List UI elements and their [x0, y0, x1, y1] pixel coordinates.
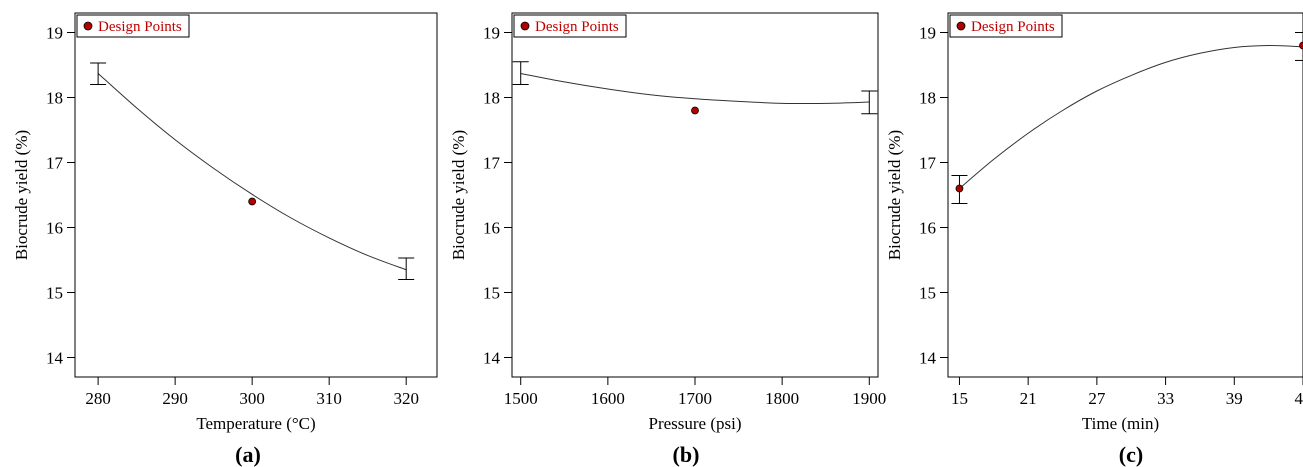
panel-label: (b) [673, 442, 700, 467]
x-tick-label: 310 [316, 389, 342, 408]
y-tick-label: 15 [483, 284, 500, 303]
legend-box [513, 14, 627, 38]
y-tick-label: 19 [919, 24, 936, 43]
y-tick-label: 14 [483, 349, 501, 368]
legend-box [76, 14, 190, 38]
design-point [955, 184, 964, 193]
x-tick-label: 300 [239, 389, 265, 408]
y-tick-label: 16 [483, 219, 500, 238]
x-tick-label: 45 [1295, 389, 1303, 408]
chart-panel-2: 14 15 16 17 18 19 1500 1600 1700 1800 1900 Pressure… [449, 12, 886, 467]
y-tick-label: 15 [46, 284, 63, 303]
panel-label: (c) [1119, 442, 1143, 467]
x-tick-label: 290 [162, 389, 188, 408]
chart-panel-3: 14 15 16 17 18 19 15 21 27 33 39 45 Time (min) Biocru… [885, 12, 1303, 467]
x-axis-label: Temperature (°C) [196, 414, 315, 433]
x-axis-label: Pressure (psi) [648, 414, 741, 433]
y-tick-label: 17 [46, 154, 64, 173]
x-tick-label: 21 [1020, 389, 1037, 408]
legend-marker [520, 21, 530, 31]
y-tick-label: 14 [46, 349, 64, 368]
panel-label: (a) [235, 442, 261, 467]
legend-box [949, 14, 1063, 38]
design-point [248, 197, 257, 206]
y-axis-label: Biocrude yield (%) [885, 130, 904, 260]
y-tick-label: 19 [46, 24, 63, 43]
y-tick-label: 17 [919, 154, 937, 173]
legend-marker [956, 21, 966, 31]
y-tick-label: 18 [46, 89, 63, 108]
y-axis-label: Biocrude yield (%) [12, 130, 31, 260]
plot-frame [511, 12, 879, 378]
plot-frame [74, 12, 438, 378]
chart-panel-1: 14 15 16 17 18 19 280 290 300 310 320 Temperature (… [12, 12, 438, 467]
y-tick-label: 16 [46, 219, 63, 238]
y-tick-label: 16 [919, 219, 936, 238]
design-point [1299, 41, 1303, 50]
x-tick-label: 15 [951, 389, 968, 408]
x-tick-label: 27 [1088, 389, 1106, 408]
x-tick-label: 1800 [765, 389, 799, 408]
legend-label: Design Points [971, 19, 1055, 35]
x-tick-label: 1900 [852, 389, 886, 408]
x-tick-label: 320 [393, 389, 419, 408]
legend-label: Design Points [98, 19, 182, 35]
y-tick-label: 18 [919, 89, 936, 108]
legend-label: Design Points [535, 19, 619, 35]
x-tick-label: 33 [1157, 389, 1174, 408]
fitted-curve [959, 44, 1303, 189]
x-tick-label: 1700 [678, 389, 712, 408]
y-tick-label: 15 [919, 284, 936, 303]
y-axis-label: Biocrude yield (%) [449, 130, 468, 260]
fitted-curve [520, 72, 870, 105]
x-tick-label: 1600 [591, 389, 625, 408]
x-tick-label: 280 [85, 389, 111, 408]
y-tick-label: 19 [483, 24, 500, 43]
plot-frame [947, 12, 1303, 378]
legend-marker [83, 21, 93, 31]
x-axis-label: Time (min) [1082, 414, 1159, 433]
x-tick-label: 39 [1226, 389, 1243, 408]
fitted-curve [97, 73, 407, 271]
y-tick-label: 17 [483, 154, 501, 173]
y-tick-label: 18 [483, 89, 500, 108]
x-tick-label: 1500 [504, 389, 538, 408]
y-tick-label: 14 [919, 349, 937, 368]
design-point [691, 106, 699, 115]
